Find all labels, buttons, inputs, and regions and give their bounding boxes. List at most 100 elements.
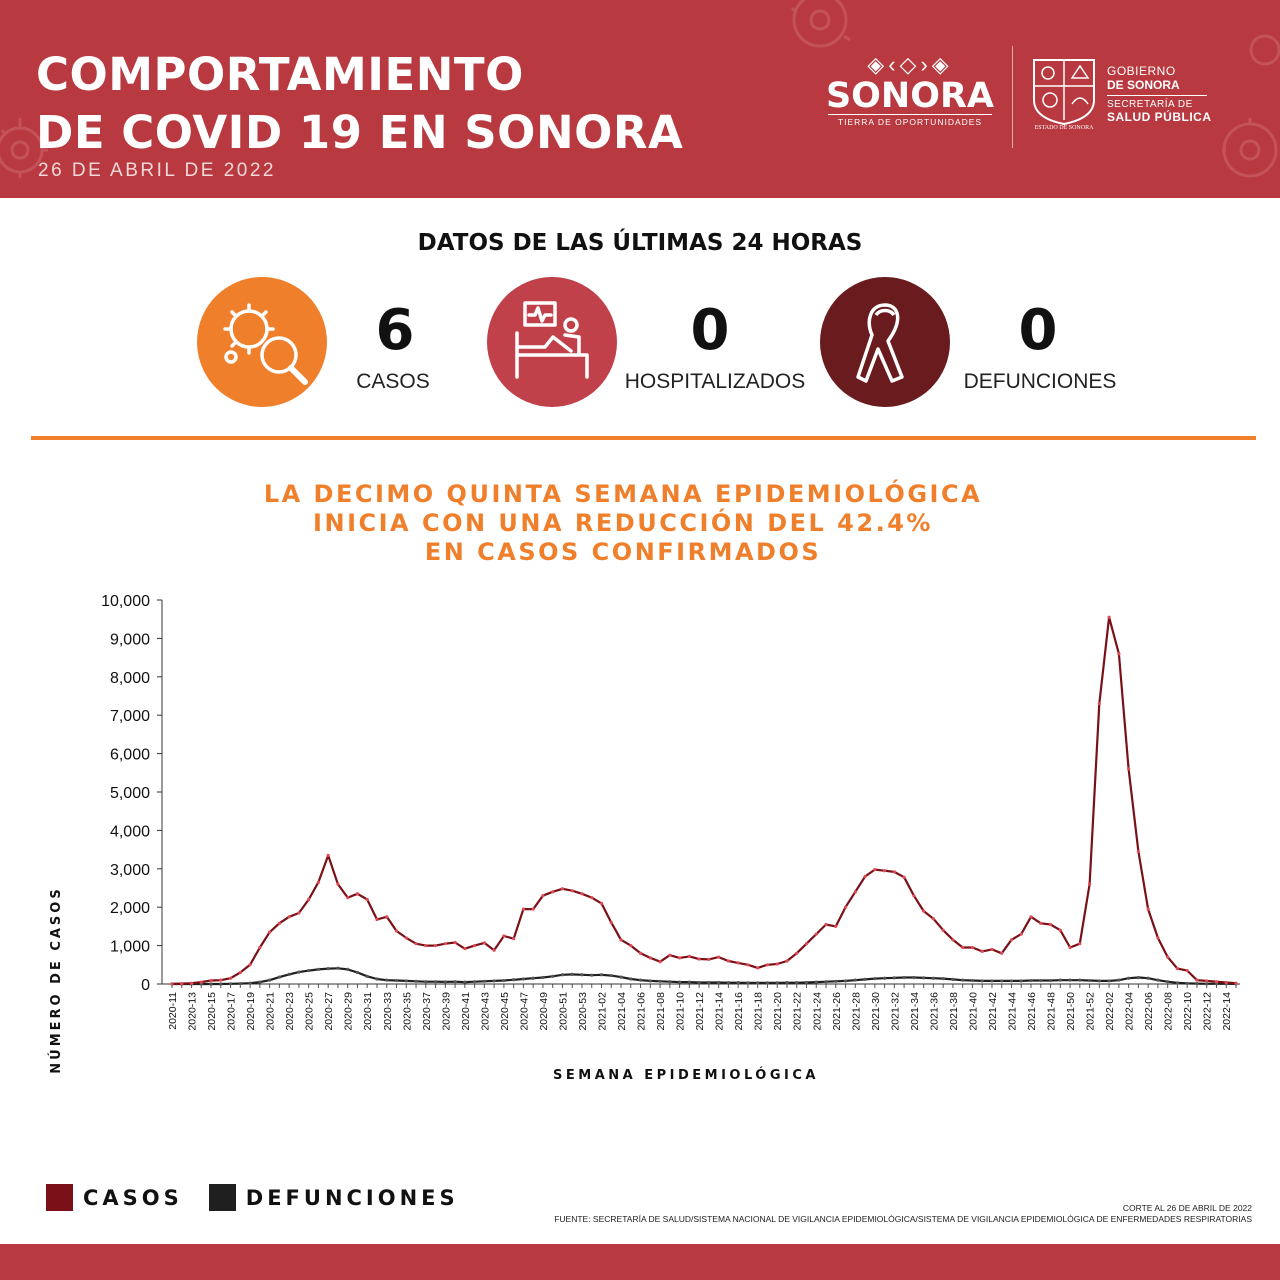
- x-tick-label: 2020-21: [265, 992, 277, 1031]
- data-point-defunciones: [765, 981, 770, 985]
- data-point-casos: [1214, 980, 1219, 984]
- data-point-casos: [590, 896, 594, 900]
- x-tick-label: 2022-06: [1143, 992, 1155, 1031]
- x-tick-label: 2020-41: [460, 992, 472, 1031]
- data-point-casos: [658, 960, 662, 964]
- data-point-defunciones: [1166, 980, 1170, 984]
- data-point-casos: [1097, 702, 1101, 706]
- data-point-defunciones: [287, 972, 291, 976]
- x-tick-label: 2021-36: [928, 992, 940, 1031]
- data-point-casos: [1205, 979, 1209, 983]
- data-point-casos: [873, 867, 877, 872]
- x-tick-label: 2020-37: [421, 992, 433, 1031]
- gov-line-3: SECRETARÍA DE: [1107, 99, 1193, 110]
- y-axis-label: NÚMERO DE CASOS: [48, 886, 64, 1073]
- data-point-defunciones: [843, 979, 848, 983]
- data-point-defunciones: [365, 974, 369, 978]
- data-point-casos: [453, 940, 457, 945]
- data-point-casos: [1029, 915, 1033, 919]
- data-point-defunciones: [375, 977, 379, 981]
- x-tick-label: 2021-46: [1026, 992, 1038, 1031]
- data-point-defunciones: [1205, 982, 1209, 986]
- deaths-label: DEFUNCIONES: [963, 370, 1117, 393]
- data-point-casos: [443, 942, 447, 946]
- data-point-casos: [1000, 951, 1004, 955]
- stats-title: DATOS DE LAS ÚLTIMAS 24 HORAS: [417, 230, 863, 256]
- data-point-casos: [473, 944, 477, 948]
- legend-label-casos: CASOS: [83, 1185, 183, 1210]
- data-point-defunciones: [433, 980, 438, 984]
- data-point-casos: [219, 978, 223, 982]
- x-tick-label: 2022-04: [1124, 992, 1136, 1031]
- data-point-casos: [463, 947, 467, 951]
- data-point-casos: [404, 936, 408, 940]
- data-point-defunciones: [1195, 982, 1199, 986]
- x-tick-label: 2020-53: [577, 992, 589, 1031]
- data-point-defunciones: [902, 975, 906, 980]
- data-point-defunciones: [1000, 979, 1004, 983]
- data-point-casos: [1117, 652, 1121, 656]
- brand-tagline: TIERRA DE OPORTUNIDADES: [828, 114, 992, 127]
- data-point-defunciones: [726, 981, 731, 985]
- data-point-defunciones: [1136, 975, 1140, 980]
- data-point-casos: [258, 945, 262, 950]
- government-logo-text: GOBIERNO DE SONORA SECRETARÍA DE SALUD P…: [1107, 64, 1212, 124]
- data-point-defunciones: [970, 978, 975, 983]
- data-point-defunciones: [326, 967, 330, 971]
- data-point-casos: [385, 915, 389, 919]
- x-tick-label: 2021-08: [655, 992, 667, 1031]
- data-point-casos: [365, 897, 369, 902]
- data-point-defunciones: [824, 980, 828, 984]
- data-point-casos: [1146, 907, 1150, 911]
- data-point-defunciones: [892, 976, 896, 980]
- cases-value: 6: [375, 298, 415, 363]
- sonora-brand-logo: ◈‹◇›◈ SONORA TIERRA DE OPORTUNIDADES: [822, 52, 998, 127]
- data-point-casos: [394, 929, 399, 933]
- data-point-defunciones: [1009, 979, 1014, 983]
- data-point-defunciones: [580, 973, 584, 977]
- data-point-defunciones: [521, 977, 526, 981]
- data-point-defunciones: [629, 977, 633, 981]
- data-point-defunciones: [668, 980, 672, 984]
- data-point-casos: [1185, 968, 1189, 973]
- x-tick-label: 2020-27: [323, 992, 335, 1031]
- crest-caption: ESTADO DE SONORA: [1034, 125, 1094, 131]
- deaths-value: 0: [1018, 298, 1058, 363]
- x-tick-label: 2021-14: [714, 992, 726, 1031]
- data-point-defunciones: [551, 974, 555, 978]
- data-point-casos: [512, 937, 516, 941]
- data-point-casos: [346, 896, 350, 900]
- data-point-casos: [912, 894, 916, 898]
- data-point-casos: [1175, 967, 1180, 971]
- section-divider: [31, 436, 1256, 440]
- data-point-casos: [551, 890, 555, 894]
- data-point-casos: [1107, 615, 1111, 619]
- data-point-casos: [882, 869, 887, 873]
- data-point-casos: [824, 922, 828, 927]
- data-point-casos: [170, 982, 174, 986]
- hospitalized-value: 0: [690, 298, 730, 363]
- data-point-defunciones: [961, 978, 965, 982]
- data-point-casos: [795, 951, 799, 955]
- data-point-casos: [541, 894, 545, 898]
- cutoff-date: CORTE AL 26 DE ABRIL DE 2022: [1122, 1203, 1252, 1213]
- brand-marks: ◈‹◇›◈: [867, 52, 953, 77]
- data-point-defunciones: [1185, 981, 1189, 986]
- data-point-casos: [414, 942, 418, 946]
- data-point-casos: [961, 945, 965, 950]
- x-tick-label: 2021-10: [675, 992, 687, 1031]
- data-point-casos: [922, 909, 926, 913]
- data-point-defunciones: [268, 978, 272, 982]
- data-point-casos: [990, 947, 994, 952]
- data-point-casos: [287, 915, 291, 919]
- data-point-casos: [1048, 922, 1053, 927]
- cases-circle: [197, 277, 327, 407]
- x-tick-label: 2022-14: [1221, 992, 1233, 1031]
- data-point-casos: [521, 907, 526, 911]
- y-tick-label: 2,000: [110, 900, 150, 917]
- data-point-casos: [804, 942, 809, 946]
- data-point-defunciones: [248, 981, 252, 985]
- data-point-defunciones: [746, 981, 750, 985]
- data-point-defunciones: [1029, 978, 1033, 983]
- data-point-casos: [560, 887, 565, 891]
